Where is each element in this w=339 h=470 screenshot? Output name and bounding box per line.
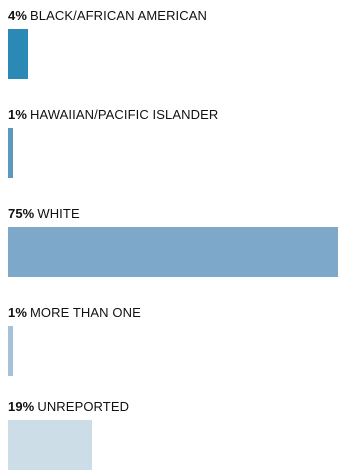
- percent-label: 75%: [8, 206, 35, 221]
- bar-label: 75% WHITE: [8, 206, 80, 222]
- percent-label: 1%: [8, 305, 27, 320]
- bar-label: 1% HAWAIIAN/PACIFIC ISLANDER: [8, 107, 218, 123]
- category-label: WHITE: [37, 206, 80, 221]
- category-label: UNREPORTED: [37, 399, 130, 414]
- bar: [8, 420, 92, 470]
- bar-label: 4% BLACK/AFRICAN AMERICAN: [8, 8, 207, 24]
- bar-label: 19% UNREPORTED: [8, 399, 129, 415]
- bar: [8, 326, 13, 376]
- percent-label: 1%: [8, 107, 27, 122]
- bar: [8, 29, 28, 79]
- percent-label: 19%: [8, 399, 35, 414]
- category-label: HAWAIIAN/PACIFIC ISLANDER: [30, 107, 219, 122]
- bar-label: 1% MORE THAN ONE: [8, 305, 141, 321]
- category-label: MORE THAN ONE: [30, 305, 141, 320]
- category-label: BLACK/AFRICAN AMERICAN: [30, 8, 208, 23]
- bar: [8, 128, 13, 178]
- percent-label: 4%: [8, 8, 27, 23]
- bar: [8, 227, 338, 277]
